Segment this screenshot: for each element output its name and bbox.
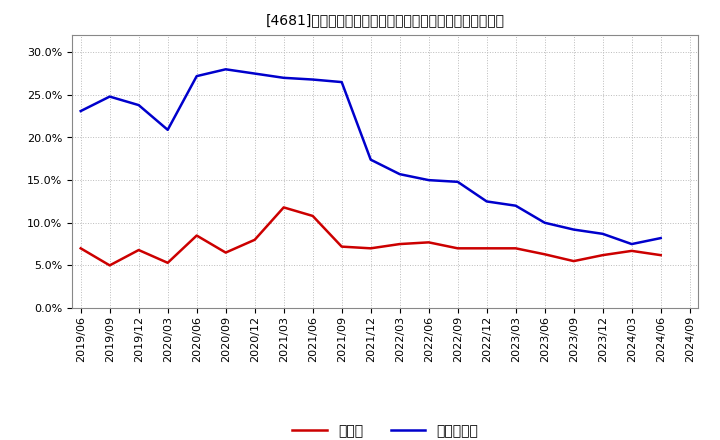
有利子負債 [657, 235, 665, 241]
有利子負債 [76, 108, 85, 114]
有利子負債 [135, 103, 143, 108]
現須金 [135, 247, 143, 253]
有利子負債 [570, 227, 578, 232]
有利子負債 [338, 80, 346, 85]
現須金 [424, 240, 433, 245]
現須金 [657, 253, 665, 258]
有利子負債 [511, 203, 520, 209]
有利子負債 [627, 242, 636, 247]
現須金 [598, 253, 607, 258]
有利子負債 [454, 179, 462, 184]
現須金 [541, 252, 549, 257]
有利子負債 [279, 75, 288, 81]
現須金 [338, 244, 346, 249]
現須金 [511, 246, 520, 251]
現須金 [251, 237, 259, 242]
現須金 [570, 258, 578, 264]
現須金 [192, 233, 201, 238]
現須金 [454, 246, 462, 251]
Line: 有利子負債: 有利子負債 [81, 69, 661, 244]
有利子負債 [163, 127, 172, 132]
有利子負債 [395, 172, 404, 177]
Legend: 現須金, 有利子負債: 現須金, 有利子負債 [287, 418, 484, 440]
有利子負債 [482, 199, 491, 204]
Title: [4681]　現須金、有利子負債の総資産に対する比率の推移: [4681] 現須金、有利子負債の総資産に対する比率の推移 [266, 13, 505, 27]
現須金 [308, 213, 317, 219]
有利子負債 [308, 77, 317, 82]
現須金 [482, 246, 491, 251]
現須金 [76, 246, 85, 251]
有利子負債 [221, 66, 230, 72]
現須金 [627, 248, 636, 253]
現須金 [395, 242, 404, 247]
有利子負債 [366, 157, 375, 162]
Line: 現須金: 現須金 [81, 207, 661, 265]
有利子負債 [598, 231, 607, 236]
現須金 [105, 263, 114, 268]
現須金 [366, 246, 375, 251]
有利子負債 [192, 73, 201, 79]
現須金 [221, 250, 230, 255]
有利子負債 [105, 94, 114, 99]
現須金 [163, 260, 172, 265]
有利子負債 [424, 177, 433, 183]
有利子負債 [251, 71, 259, 76]
現須金 [279, 205, 288, 210]
有利子負債 [541, 220, 549, 225]
